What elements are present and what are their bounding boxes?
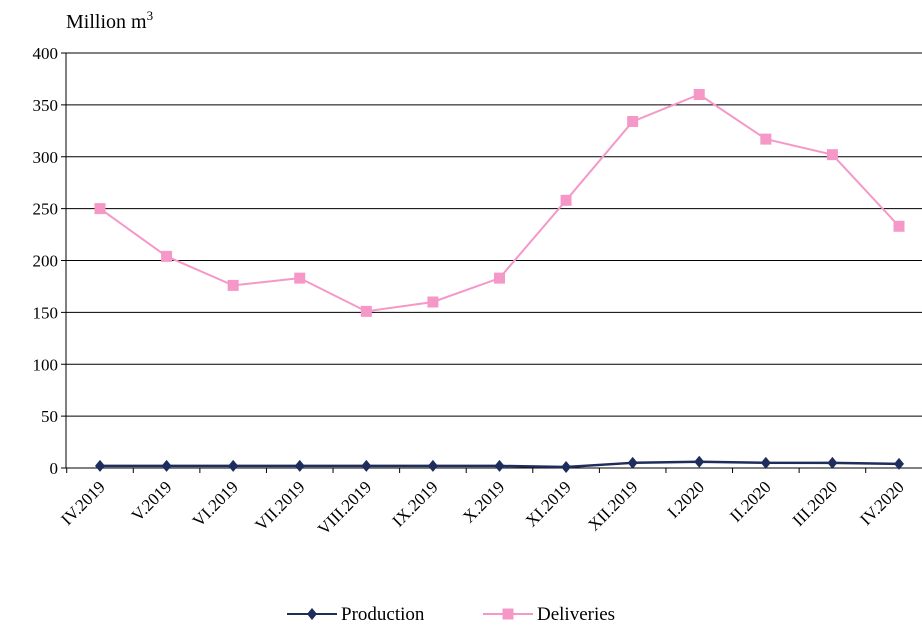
legend-item-production: Production xyxy=(287,604,425,625)
data-point xyxy=(693,89,705,100)
data-point xyxy=(760,456,771,469)
x-tick-label: VII.2019 xyxy=(251,477,308,534)
x-tick-label: III.2020 xyxy=(789,477,841,529)
data-point xyxy=(427,296,439,308)
y-tick-label: 150 xyxy=(33,303,59,322)
x-tick-label: II.2020 xyxy=(726,477,774,525)
data-point xyxy=(494,272,505,284)
y-tick-label: 400 xyxy=(33,44,59,63)
y-axis-ticks: 0 50 100 150 200 250 300 350 400 xyxy=(33,44,66,478)
data-point xyxy=(627,456,638,469)
x-tick-label: IV.2019 xyxy=(57,477,109,529)
x-tick-label: VI.2019 xyxy=(189,477,242,530)
y-axis-unit-label: Million m3 xyxy=(66,8,153,33)
data-point xyxy=(427,459,438,472)
data-point xyxy=(228,459,239,472)
x-tick-label: X.2019 xyxy=(459,477,508,526)
data-point xyxy=(360,305,372,317)
legend: Production Deliveries xyxy=(287,604,615,625)
data-point xyxy=(560,194,572,206)
data-point xyxy=(827,456,838,469)
x-tick-label: I.2020 xyxy=(664,477,708,521)
data-point xyxy=(161,459,172,472)
y-tick-label: 300 xyxy=(33,148,59,167)
data-point xyxy=(494,459,505,472)
legend-marker xyxy=(307,608,317,620)
x-tick-label: V.2019 xyxy=(128,477,176,525)
gridlines xyxy=(66,52,922,417)
y-tick-label: 100 xyxy=(33,355,59,374)
data-point xyxy=(893,220,905,232)
data-point xyxy=(361,459,372,472)
y-tick-label: 200 xyxy=(33,252,59,271)
data-point xyxy=(627,115,639,127)
data-point xyxy=(294,459,305,472)
data-point xyxy=(294,272,306,284)
legend-item-deliveries: Deliveries xyxy=(483,604,615,625)
legend-label: Deliveries xyxy=(537,604,615,625)
data-point xyxy=(161,250,173,262)
data-point xyxy=(894,457,904,470)
x-axis-ticks: IV.2019 V.2019 VI.2019 VII.2019 VIII.2019 IX.… xyxy=(57,468,908,539)
series-layer xyxy=(94,89,905,473)
data-point xyxy=(760,133,772,145)
data-point xyxy=(227,279,239,291)
x-tick-label: IV.2020 xyxy=(856,477,908,529)
series-deliveries xyxy=(94,89,905,317)
y-tick-label: 250 xyxy=(33,200,59,219)
legend-marker xyxy=(502,608,514,620)
x-tick-label: XII.2019 xyxy=(584,477,641,534)
x-tick-label: VIII.2019 xyxy=(314,477,375,538)
y-tick-label: 350 xyxy=(33,96,59,115)
y-tick-label: 0 xyxy=(50,459,59,478)
x-tick-label: XI.2019 xyxy=(522,477,575,530)
data-point xyxy=(826,149,838,161)
data-point xyxy=(561,460,572,473)
data-point xyxy=(94,203,106,215)
x-tick-label: IX.2019 xyxy=(389,477,442,530)
legend-label: Production xyxy=(341,604,425,625)
series-production xyxy=(95,455,904,473)
data-point xyxy=(694,455,705,468)
data-point xyxy=(95,459,105,472)
y-tick-label: 50 xyxy=(41,407,58,426)
